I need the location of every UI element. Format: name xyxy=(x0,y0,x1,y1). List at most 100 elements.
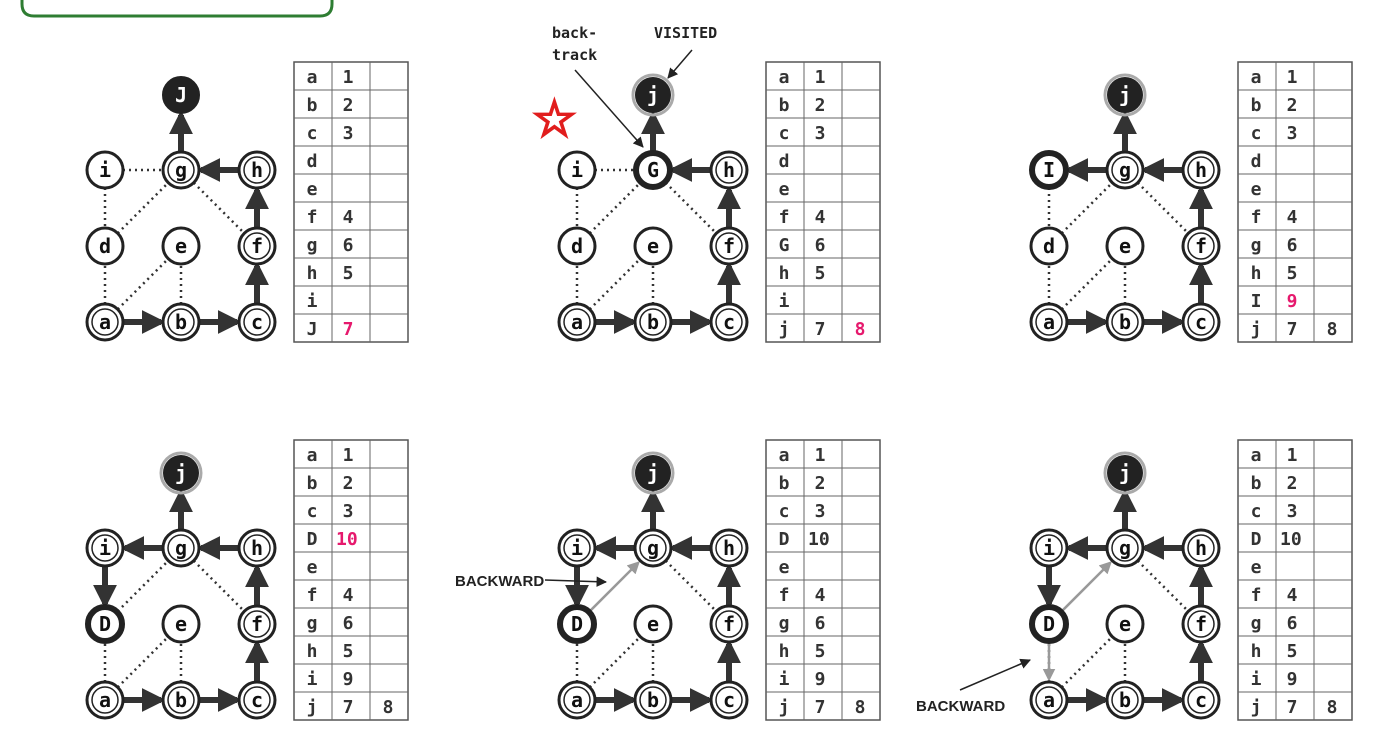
table-cell: d xyxy=(779,151,790,172)
edges xyxy=(1037,488,1213,712)
node-c: c xyxy=(709,302,749,342)
node-h: h xyxy=(709,150,749,190)
node-b: b xyxy=(161,302,201,342)
edges xyxy=(1047,110,1213,334)
table-cell: 8 xyxy=(855,319,866,340)
node-label: h xyxy=(251,158,263,182)
node-g: g xyxy=(633,528,673,568)
table-cell: j xyxy=(779,697,790,718)
table-cell: e xyxy=(779,179,790,200)
node-label: D xyxy=(1043,612,1055,636)
table-cell: g xyxy=(307,235,318,256)
table-cell: 1 xyxy=(343,67,354,88)
table-cell: 7 xyxy=(1287,697,1298,718)
table-cell: 3 xyxy=(1287,501,1298,522)
table-cell: D xyxy=(1251,529,1262,550)
table-cell: 5 xyxy=(1287,641,1298,662)
table-cell: f xyxy=(307,585,318,606)
node-h: h xyxy=(237,528,277,568)
table-cell: G xyxy=(779,235,790,256)
table-cell: h xyxy=(1251,641,1262,662)
node-label: I xyxy=(1043,158,1055,182)
table-cell: 7 xyxy=(815,319,826,340)
visited-arrow xyxy=(667,49,693,79)
edge-g-f xyxy=(1136,559,1190,613)
node-label: e xyxy=(175,234,187,258)
edge-g-f xyxy=(664,181,718,235)
node-c: c xyxy=(1181,680,1221,720)
node-label: f xyxy=(1195,234,1207,258)
node-c: c xyxy=(237,302,277,342)
table-cell: c xyxy=(307,123,318,144)
node-label: d xyxy=(99,234,111,258)
node-label: i xyxy=(571,536,583,560)
table-cell: a xyxy=(307,445,318,466)
table-cell: 8 xyxy=(855,697,866,718)
edges xyxy=(93,488,269,712)
node-label: f xyxy=(723,612,735,636)
table-cell: 9 xyxy=(1287,669,1298,690)
node-b: b xyxy=(633,680,673,720)
node-e: e xyxy=(161,226,201,266)
node-a: a xyxy=(1029,680,1069,720)
table-cell: 8 xyxy=(1327,319,1338,340)
node-a: a xyxy=(85,302,125,342)
table-cell: i xyxy=(779,291,790,312)
table-cell: e xyxy=(779,557,790,578)
edge-d-g xyxy=(116,181,170,235)
node-d: d xyxy=(1029,226,1069,266)
backward-arrow-1 xyxy=(544,576,608,587)
node-f: f xyxy=(1181,226,1221,266)
node-label: h xyxy=(723,536,735,560)
visited-label: VISITED xyxy=(654,24,717,42)
table-cell: 3 xyxy=(815,123,826,144)
node-i: I xyxy=(1029,150,1069,190)
table-cell: J xyxy=(307,319,318,340)
table-cell: 2 xyxy=(1287,95,1298,116)
node-label: c xyxy=(251,688,263,712)
node-label: h xyxy=(251,536,263,560)
node-g: g xyxy=(1105,528,1145,568)
table-cell: f xyxy=(1251,207,1262,228)
node-label: h xyxy=(723,158,735,182)
table-cell: 3 xyxy=(815,501,826,522)
node-e: e xyxy=(1105,226,1145,266)
annotations: back-track VISITED ☆ BACKWARD BACKWARD xyxy=(455,24,1031,715)
node-label: a xyxy=(571,310,583,334)
table-cell: 2 xyxy=(815,473,826,494)
table-cell: 9 xyxy=(343,669,354,690)
table-cell: h xyxy=(307,641,318,662)
table-cell: 7 xyxy=(343,319,354,340)
table-cell: 4 xyxy=(815,207,826,228)
node-label: e xyxy=(647,612,659,636)
node-j: j xyxy=(631,73,675,117)
table-cell: 9 xyxy=(815,669,826,690)
table-cell: c xyxy=(779,123,790,144)
table: a 1 b 2 c 3 def 4 g 6 h 5 iJ 7 xyxy=(293,61,409,343)
node-label: G xyxy=(647,158,659,182)
table-cell: d xyxy=(307,151,318,172)
node-label: b xyxy=(175,688,187,712)
node-label: e xyxy=(175,612,187,636)
node-label: i xyxy=(99,536,111,560)
table-cell: j xyxy=(779,319,790,340)
edge-a-e xyxy=(588,635,642,689)
node-label: c xyxy=(723,310,735,334)
table-cell: i xyxy=(1251,669,1262,690)
table-cell: a xyxy=(1251,67,1262,88)
node-label: D xyxy=(571,612,583,636)
node-a: a xyxy=(1029,302,1069,342)
node-label: D xyxy=(99,612,111,636)
table-cell: g xyxy=(307,613,318,634)
node-j: J xyxy=(162,76,200,114)
table-cell: i xyxy=(307,669,318,690)
node-label: g xyxy=(1119,536,1131,560)
node-label: J xyxy=(175,83,187,107)
edge-d-g-backward xyxy=(1061,561,1112,612)
edge-g-f xyxy=(192,181,246,235)
node-label: h xyxy=(1195,158,1207,182)
node-d: D xyxy=(1029,604,1069,644)
